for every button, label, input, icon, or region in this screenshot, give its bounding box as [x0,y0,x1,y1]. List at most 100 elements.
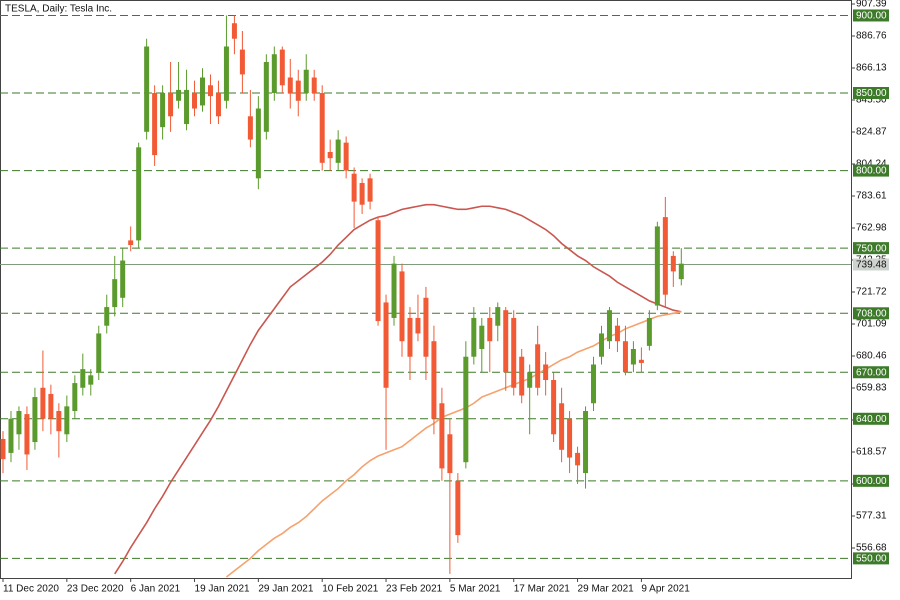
price-tag [853,258,889,271]
candle-body [223,46,229,101]
y-tick-label: 701.09 [856,319,887,330]
x-tick-label: 17 Mar 2021 [514,584,571,595]
candle-body [168,93,174,117]
candle-body [287,77,293,94]
level-label: 600.00 [856,476,887,487]
candle-body [48,393,54,419]
candle-body [160,93,166,128]
candle-body [255,108,261,179]
candle-body [431,341,437,419]
level-tag [853,164,889,177]
candle-body [646,317,652,346]
level-label: 900.00 [856,11,887,22]
candle-body [303,69,309,94]
candle-body [415,317,421,334]
candle-body [455,480,461,536]
y-tick-label: 845.50 [856,95,887,106]
levels [0,14,851,559]
chart-title: TESLA, Daily: Tesla Inc. [5,4,112,15]
candle-body [319,93,325,163]
candle-body [271,54,277,94]
candle-body [375,220,381,322]
candle-body [80,369,86,388]
candle-body [503,310,509,373]
candle-body [423,297,429,357]
candle-body [176,89,182,101]
candle-body [407,317,413,357]
level-label: 550.00 [856,554,887,565]
price-label: 739.48 [856,260,887,271]
candle-body [575,452,581,466]
candle-body [104,307,110,326]
candle-body [32,397,38,443]
candle-body [383,302,389,388]
candle-body [447,434,453,474]
candle-body [670,255,676,272]
level-tag [853,552,889,565]
x-tick-label: 29 Mar 2021 [578,584,635,595]
candle-body [487,317,493,342]
candle-body [527,372,533,388]
candle-body [263,62,269,132]
candle-body [367,178,373,202]
level-label: 670.00 [856,367,887,378]
candle-body [200,77,205,106]
candle-body [583,411,589,474]
candle-body [136,147,142,241]
level-tag [853,366,889,379]
candles [0,15,684,574]
candle-body [399,271,405,342]
candle-body [543,364,549,380]
level-label: 708.00 [856,308,887,319]
y-tick-label: 577.31 [856,511,887,522]
candle-body [335,139,341,163]
y-tick-label: 680.46 [856,351,887,362]
candle-body [351,173,357,202]
x-tick-label: 10 Feb 2021 [322,584,379,595]
x-tick-label: 29 Jan 2021 [258,584,313,595]
candle-body [144,46,150,132]
candle-body [24,414,30,455]
candle-body [359,182,365,205]
candle-body [678,263,684,280]
candle-body [599,333,604,357]
candle-body [247,116,253,140]
x-tick-label: 11 Dec 2020 [3,584,59,595]
x-tick-label: 6 Jan 2021 [131,584,181,595]
candle-body [614,325,620,342]
candle-body [662,217,668,295]
level-label: 750.00 [856,243,887,254]
candle-body [231,23,237,39]
y-tick-label: 721.72 [856,287,887,298]
y-tick-label: 824.87 [856,127,887,138]
x-tick-label: 5 Mar 2021 [450,584,501,595]
candle-body [606,310,612,342]
candle-body [40,387,46,419]
candle-body [638,359,644,363]
level-tag [853,242,889,255]
candle-body [439,403,445,469]
candle-body [88,375,94,385]
candle-body [8,418,14,453]
candle-body [112,279,118,308]
candle-body [327,151,333,159]
candle-body [591,364,597,404]
x-tick-label: 23 Feb 2021 [386,584,443,595]
candle-body [192,93,198,109]
y-tick-label: 556.68 [856,543,887,554]
candle-body [535,344,541,388]
candle-body [56,411,62,432]
x-tick-label: 19 Jan 2021 [195,584,250,595]
candle-body [96,333,102,373]
x-tick-label: 23 Dec 2020 [67,584,124,595]
y-tick-label: 907.39 [856,0,887,10]
level-tag [853,474,889,487]
y-tick-label: 762.98 [856,223,887,234]
x-tick-label: 9 Apr 2021 [641,584,690,595]
y-tick-label: 866.13 [856,63,887,74]
candle-body [471,317,477,357]
level-tag [853,412,889,425]
candle-body [630,348,636,365]
candle-body [622,341,628,373]
